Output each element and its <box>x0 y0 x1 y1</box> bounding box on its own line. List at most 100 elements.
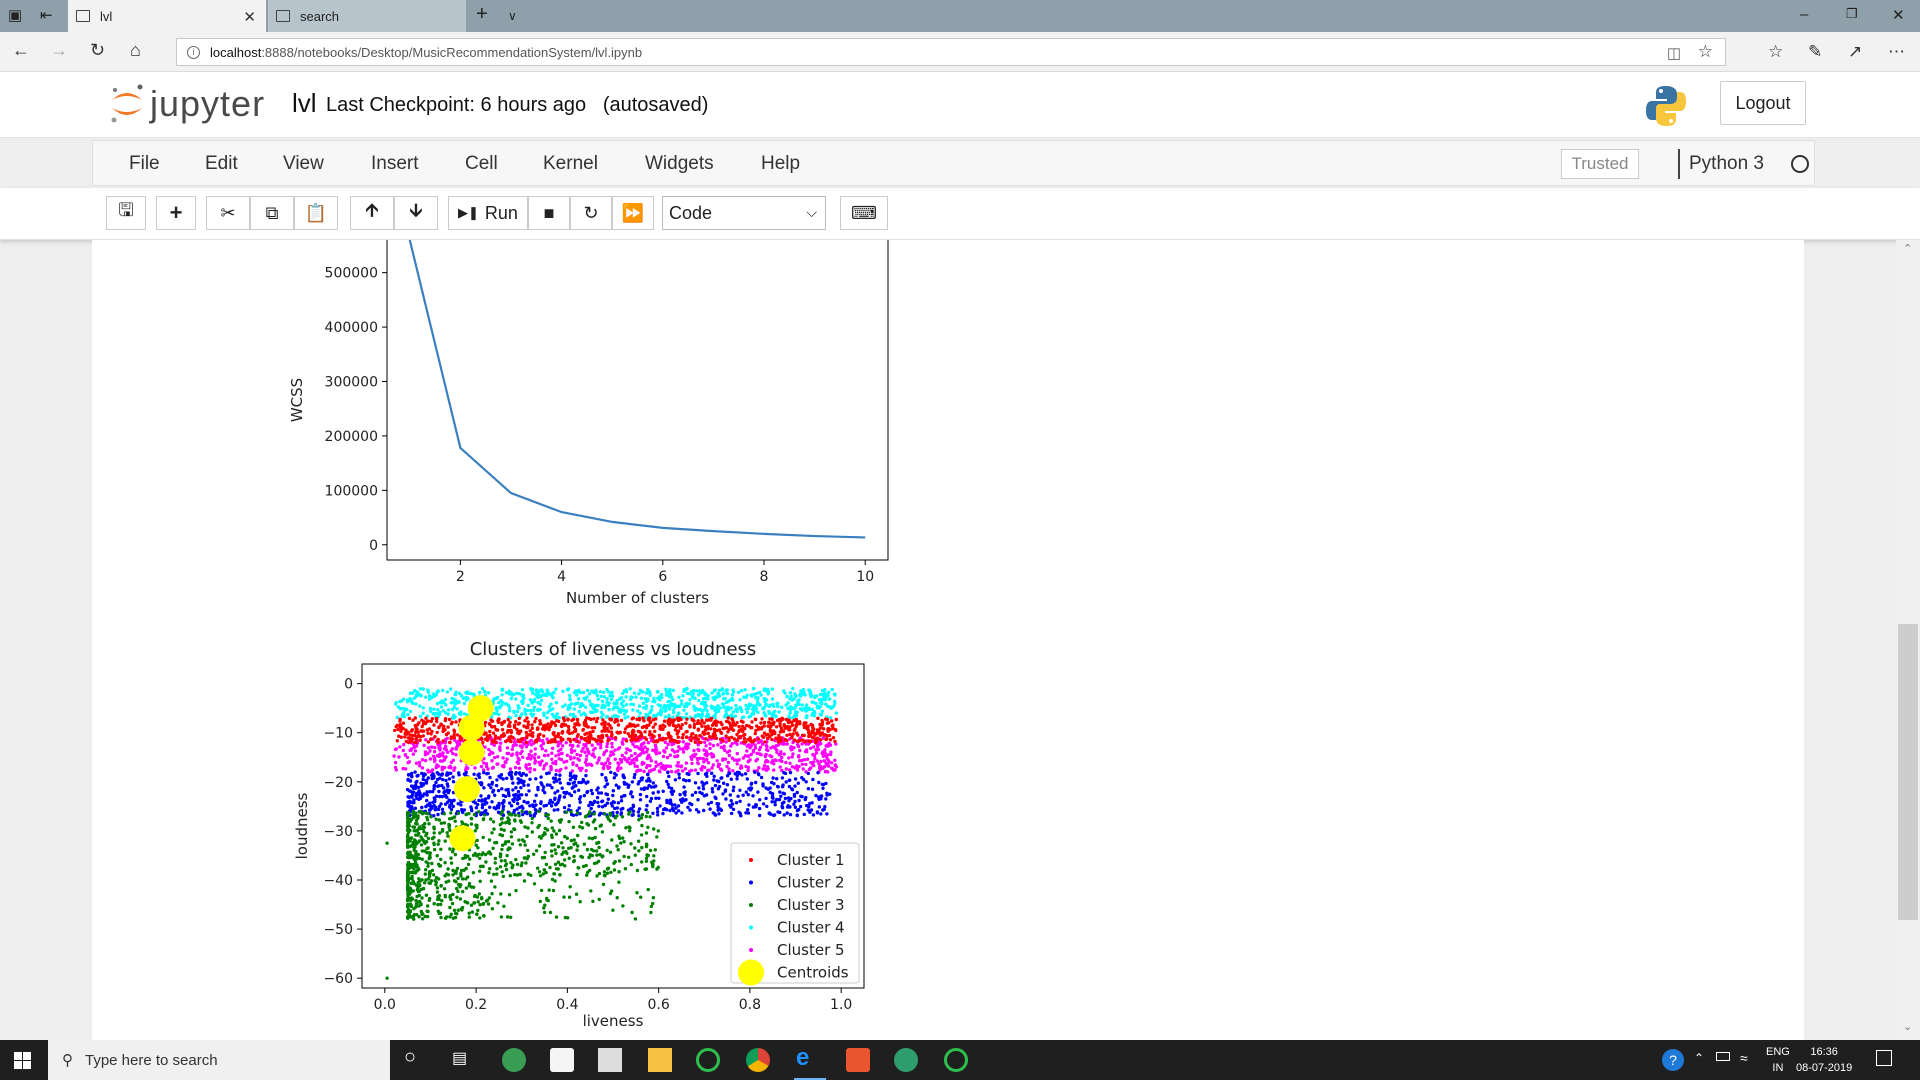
scatter-point <box>545 783 550 787</box>
move-up-button[interactable]: 🡩 <box>350 196 394 230</box>
jupyter-logo[interactable]: jupyter <box>108 82 265 126</box>
app-icon-3[interactable] <box>846 1048 870 1072</box>
save-button[interactable]: 🖫 <box>106 196 146 230</box>
page-scrollbar[interactable]: ⌃ ⌄ <box>1896 240 1920 1040</box>
scatter-point <box>738 799 742 803</box>
menu-widgets[interactable]: Widgets <box>645 153 714 174</box>
kernel-name[interactable]: Python 3 <box>1689 153 1764 174</box>
restore-icon[interactable]: ❐ <box>1846 6 1858 21</box>
scatter-point <box>597 897 601 902</box>
logout-button[interactable]: Logout <box>1720 81 1806 125</box>
paste-button[interactable]: 📋 <box>294 196 338 230</box>
move-down-button[interactable]: 🡫 <box>394 196 438 230</box>
scatter-point <box>550 833 554 837</box>
language-indicator[interactable]: ENG IN <box>1766 1044 1790 1076</box>
menu-file[interactable]: File <box>129 153 160 174</box>
scatter-point <box>568 777 573 782</box>
scatter-point <box>701 730 705 734</box>
notebook-name[interactable]: lvl <box>292 88 317 118</box>
scatter-point <box>639 752 643 756</box>
wifi-icon[interactable]: ≈ <box>1740 1050 1748 1066</box>
tab-preview-chevron-icon[interactable]: ∨ <box>508 9 517 23</box>
menu-kernel[interactable]: Kernel <box>543 153 598 174</box>
menu-view[interactable]: View <box>283 153 324 174</box>
app-icon-5[interactable] <box>944 1048 968 1072</box>
more-icon[interactable]: ⋯ <box>1888 42 1905 61</box>
chrome-icon[interactable] <box>746 1048 770 1072</box>
mail-icon[interactable] <box>598 1048 622 1072</box>
tray-chevron-icon[interactable]: ⌃ <box>1694 1051 1705 1065</box>
interrupt-button[interactable]: ■ <box>528 196 570 230</box>
scatter-point <box>488 729 492 734</box>
task-view-icon[interactable]: ▤ <box>452 1050 468 1067</box>
windows-start-icon[interactable] <box>14 1052 31 1069</box>
menu-help[interactable]: Help <box>761 153 801 174</box>
copy-button[interactable]: ⧉ <box>250 196 294 230</box>
menu-cell[interactable]: Cell <box>465 153 498 174</box>
restart-run-all-button[interactable]: ⏩ <box>612 196 654 230</box>
favorites-hub-icon[interactable]: ☆ <box>1768 42 1784 61</box>
scatter-point <box>526 854 531 859</box>
app-icon-1[interactable] <box>502 1048 526 1072</box>
scatter-point <box>417 915 421 919</box>
store-icon[interactable] <box>550 1048 574 1072</box>
home-icon[interactable]: ⌂ <box>130 40 141 60</box>
favorite-star-icon[interactable]: ☆ <box>1697 42 1713 61</box>
scatter-point <box>658 704 662 708</box>
scatter-point <box>431 774 435 778</box>
cell-type-select[interactable]: Code ⌵ <box>662 196 826 230</box>
reading-view-icon[interactable]: ◫ <box>1666 45 1681 62</box>
minimize-icon[interactable]: – <box>1800 6 1809 23</box>
tab-search[interactable]: search <box>268 0 466 32</box>
tab-lvl[interactable]: lvl ✕ <box>68 0 266 32</box>
file-explorer-icon[interactable] <box>648 1048 672 1072</box>
scroll-down-icon[interactable]: ⌄ <box>1903 1021 1913 1033</box>
help-icon[interactable]: ? <box>1662 1049 1684 1071</box>
scatter-point <box>597 791 601 795</box>
app-icon-4[interactable] <box>894 1048 918 1072</box>
cortana-icon[interactable]: ○ <box>404 1046 417 1068</box>
scatter-point <box>454 720 458 724</box>
address-bar[interactable]: i localhost:8888/notebooks/Desktop/Music… <box>176 38 1726 66</box>
clock[interactable]: 16:36 08-07-2019 <box>1796 1044 1852 1076</box>
site-info-icon[interactable]: i <box>187 45 200 59</box>
scatter-point <box>413 806 418 810</box>
scatter-point <box>640 845 644 850</box>
scatter-point <box>438 746 442 750</box>
scatter-point <box>766 767 770 771</box>
scatter-point <box>544 749 548 753</box>
edge-icon[interactable]: e <box>796 1044 810 1071</box>
web-note-icon[interactable]: ✎ <box>1808 42 1823 61</box>
set-aside-tabs-icon[interactable]: ⇤ <box>40 7 53 24</box>
battery-icon[interactable] <box>1716 1052 1730 1061</box>
refresh-icon[interactable]: ↻ <box>90 40 106 60</box>
menu-edit[interactable]: Edit <box>205 153 238 174</box>
taskbar-search-box[interactable]: ⚲ Type here to search <box>48 1040 390 1080</box>
scatter-point <box>591 748 596 752</box>
back-icon[interactable]: ← <box>12 40 30 60</box>
new-tab-icon[interactable]: + <box>476 3 488 25</box>
close-tab-icon[interactable]: ✕ <box>243 9 256 26</box>
forward-icon[interactable]: → <box>50 40 68 60</box>
menu-insert[interactable]: Insert <box>371 153 419 174</box>
tab-actions-icon[interactable]: ▣ <box>8 7 23 24</box>
cut-button[interactable]: ✂ <box>206 196 250 230</box>
scatter-point <box>706 761 711 765</box>
insert-cell-button[interactable]: + <box>156 196 196 230</box>
command-palette-button[interactable]: ⌨ <box>840 196 888 230</box>
close-window-icon[interactable]: ✕ <box>1892 7 1905 24</box>
run-button[interactable]: ▶❚ Run <box>448 196 528 230</box>
scatter-point <box>439 701 444 705</box>
scroll-up-icon[interactable]: ⌃ <box>1903 243 1913 255</box>
scatter-point <box>426 768 430 772</box>
trusted-indicator[interactable]: Trusted <box>1561 149 1639 179</box>
notifications-icon[interactable] <box>1876 1050 1892 1066</box>
app-icon-2[interactable] <box>696 1048 720 1072</box>
scroll-thumb[interactable] <box>1898 624 1918 920</box>
share-icon[interactable]: ↗ <box>1848 42 1863 61</box>
scatter-point <box>433 808 437 812</box>
scatter-point <box>583 815 588 819</box>
centroid-marker <box>467 695 494 722</box>
scatter-point <box>559 841 564 845</box>
restart-button[interactable]: ↻ <box>570 196 612 230</box>
